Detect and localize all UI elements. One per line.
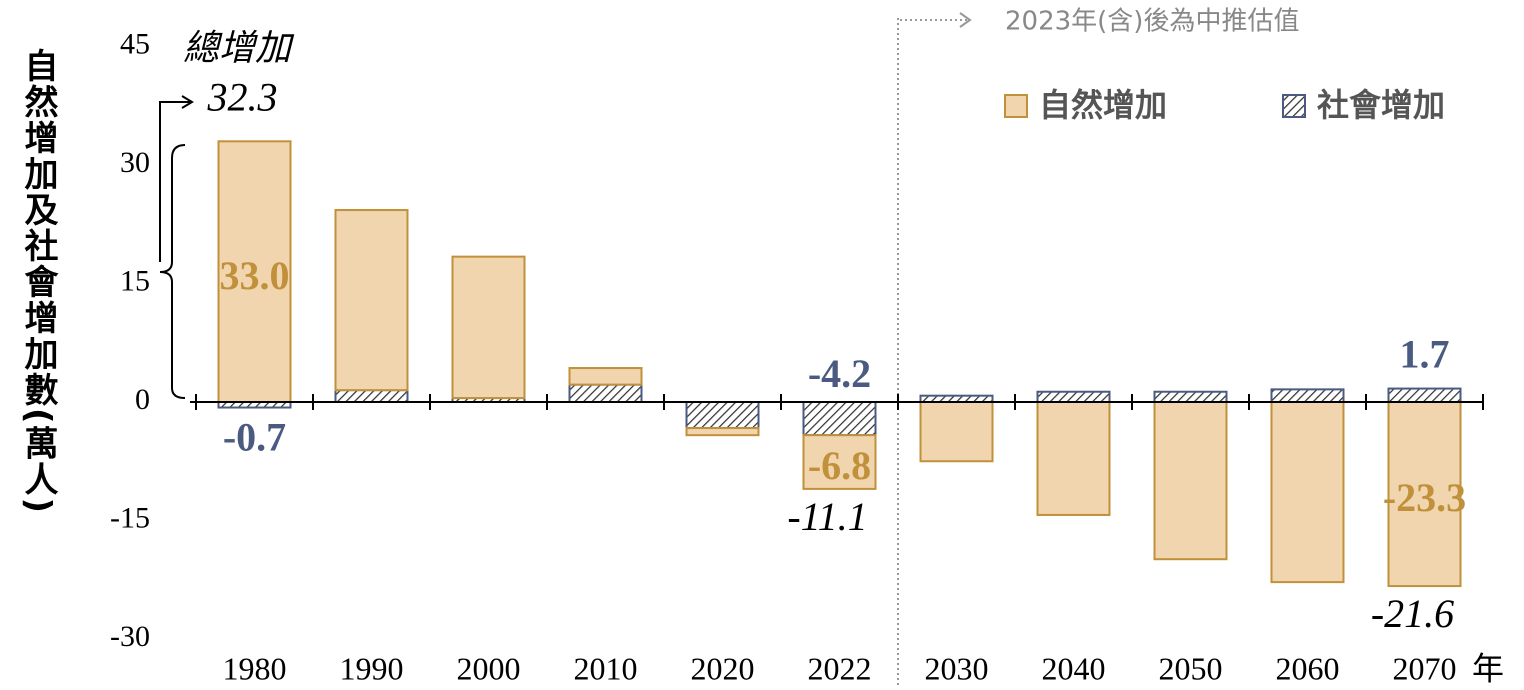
- natural-bar: [568, 367, 643, 386]
- x-tick-label: 2022: [808, 650, 872, 686]
- natural-bar: [334, 209, 409, 392]
- y-tick-label: 0: [135, 383, 150, 416]
- natural-bar: [217, 140, 292, 404]
- y-tick-label: 30: [120, 146, 150, 179]
- x-tick-label: 2060: [1276, 650, 1340, 686]
- social-bar: [685, 401, 760, 430]
- legend-label: 自然增加: [1039, 86, 1167, 124]
- natural-bar: [1387, 401, 1462, 588]
- natural-bar: [1036, 401, 1111, 516]
- bracket: [159, 144, 186, 399]
- y-tick-label: 15: [120, 264, 150, 297]
- social-value-label: 1.7: [1400, 332, 1450, 377]
- y-tick-label: 45: [120, 27, 150, 60]
- x-tick-label: 2010: [574, 650, 638, 686]
- social-bar: [1036, 390, 1111, 404]
- natural-value-label: -6.8: [808, 443, 871, 488]
- natural-bar: [451, 255, 526, 400]
- y-tick-label: -30: [110, 620, 150, 653]
- social-bar: [334, 389, 409, 403]
- legend-swatch: [1282, 94, 1306, 118]
- total-value: 32.3: [207, 74, 278, 119]
- natural-bar: [685, 427, 760, 437]
- x-tick-label: 1980: [223, 650, 287, 686]
- total-value: -21.6: [1371, 591, 1454, 636]
- social-value-label: -4.2: [808, 351, 871, 396]
- legend-label: 社會增加: [1317, 86, 1445, 124]
- legend-swatch: [1004, 94, 1028, 118]
- social-bar: [1153, 390, 1228, 404]
- natural-bar: [1270, 401, 1345, 584]
- total-value: -11.1: [787, 494, 867, 539]
- note-arrow-head: [959, 12, 972, 28]
- social-bar: [568, 383, 643, 403]
- y-tick-label: -15: [110, 501, 150, 534]
- x-tick-label: 2020: [691, 650, 755, 686]
- natural-bar: [802, 434, 877, 490]
- y-axis-label: 自然增加及社會增加數(萬人): [18, 48, 58, 516]
- x-tick-label: 1990: [340, 650, 404, 686]
- x-tick-label: 2030: [925, 650, 989, 686]
- x-tick-label: 2050: [1159, 650, 1223, 686]
- x-unit: 年: [1472, 650, 1504, 686]
- natural-value-label: -23.3: [1383, 475, 1466, 520]
- total-label: 總增加: [183, 28, 295, 69]
- natural-bar: [1153, 401, 1228, 561]
- social-bar: [802, 401, 877, 437]
- natural-value-label: 33.0: [220, 253, 290, 298]
- bracket-arrow: [159, 101, 190, 262]
- x-tick-label: 2000: [457, 650, 521, 686]
- social-bar: [1270, 388, 1345, 403]
- social-bar: [1387, 387, 1462, 404]
- natural-bar: [919, 401, 994, 463]
- x-tick-label: 2070: [1393, 650, 1457, 686]
- social-value-label: -0.7: [223, 415, 286, 460]
- bracket-arrow-head: [181, 95, 194, 109]
- note: 2023年(含)後為中推估值: [1005, 7, 1299, 37]
- x-tick-label: 2040: [1042, 650, 1106, 686]
